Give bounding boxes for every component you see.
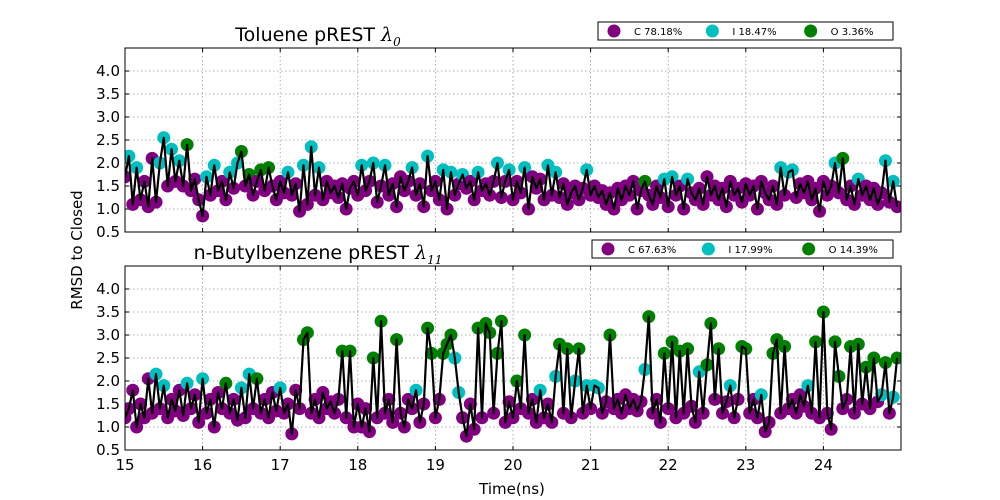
- chart-title-subscript: 11: [427, 253, 442, 267]
- chart-title-symbol: λ: [414, 242, 427, 264]
- chart-title-text: n-Butylbenzene pREST: [194, 242, 410, 264]
- legend-label: C 67.63%: [628, 245, 676, 256]
- y-axis-label: RMSD to Closed: [68, 190, 86, 309]
- y-tick-label: 3.0: [96, 108, 120, 126]
- y-tick-label: 0.5: [96, 441, 120, 459]
- y-tick-label: 3.5: [96, 303, 120, 321]
- y-tick-label: 1.5: [96, 177, 120, 195]
- y-tick-label: 2.5: [96, 131, 120, 149]
- legend-label: O 3.36%: [831, 27, 874, 38]
- x-axis-label: Time(ns): [478, 480, 545, 498]
- legend-label: I 17.99%: [728, 245, 772, 256]
- y-tick-label: 3.5: [96, 85, 120, 103]
- chart-title-subscript: 0: [393, 35, 401, 49]
- plot-frame: [124, 265, 902, 451]
- panel-toluene: 0.5 1.0 1.5 2.0 2.5 3.0 3.5 4.0 Toluene pREST λ0 C…: [96, 21, 902, 241]
- legend-marker-O: [804, 24, 818, 38]
- series-line: [125, 310, 899, 438]
- y-tick-label: 4.0: [96, 62, 120, 80]
- series-line: [125, 136, 899, 217]
- x-tick-label: 15: [115, 456, 134, 474]
- y-tick-label: 4.0: [96, 280, 120, 298]
- y-tick-label: 2.5: [96, 349, 120, 367]
- legend: C 67.63% I 17.99% O 14.39%: [591, 239, 894, 259]
- series-group: [125, 131, 901, 223]
- panel-butylbenzene: 15 16 17 18 19 20 21 22 23 24 0.5 1.0 1.5 2.0 2.5 3.0 3.…: [96, 239, 902, 474]
- legend-marker-I: [701, 242, 715, 256]
- data-point-C: [890, 200, 901, 214]
- chart-title-text: Toluene pREST: [234, 24, 375, 46]
- legend-box: [597, 21, 894, 41]
- x-tick-label: 19: [426, 456, 445, 474]
- x-tick-label: 23: [736, 456, 755, 474]
- y-tick-label: 2.0: [96, 154, 120, 172]
- y-tick-label: 2.0: [96, 372, 120, 390]
- y-tick-label: 3.0: [96, 326, 120, 344]
- x-tick-label: 17: [271, 456, 290, 474]
- x-tick-label: 16: [193, 456, 212, 474]
- chart-title: Toluene pREST λ0: [234, 24, 401, 49]
- legend: C 78.18% I 18.47% O 3.36%: [597, 21, 894, 41]
- legend-label: O 14.39%: [829, 245, 878, 256]
- legend-marker-C: [607, 24, 621, 38]
- x-tick-label: 21: [581, 456, 600, 474]
- x-tick-label: 18: [348, 456, 367, 474]
- data-point-O: [890, 351, 901, 365]
- legend-marker-C: [601, 242, 615, 256]
- chart-title-symbol: λ: [380, 24, 393, 46]
- legend-box: [591, 239, 894, 259]
- legend-label: I 18.47%: [732, 27, 776, 38]
- legend-marker-I: [705, 24, 719, 38]
- legend-label: C 78.18%: [634, 27, 682, 38]
- x-tick-label: 20: [503, 456, 522, 474]
- y-tick-label: 1.0: [96, 200, 120, 218]
- y-tick-label: 1.0: [96, 418, 120, 436]
- x-tick-label: 24: [814, 456, 833, 474]
- series-group: [125, 305, 901, 443]
- x-tick-label: 22: [659, 456, 678, 474]
- plot-frame: [124, 47, 902, 233]
- y-tick-label: 1.5: [96, 395, 120, 413]
- y-tick-label: 0.5: [96, 223, 120, 241]
- chart-title: n-Butylbenzene pREST λ11: [194, 242, 443, 267]
- legend-marker-O: [802, 242, 816, 256]
